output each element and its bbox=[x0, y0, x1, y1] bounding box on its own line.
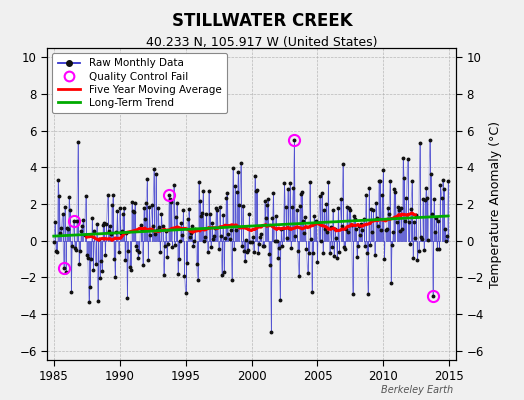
Y-axis label: Temperature Anomaly (°C): Temperature Anomaly (°C) bbox=[489, 120, 502, 288]
Legend: Raw Monthly Data, Quality Control Fail, Five Year Moving Average, Long-Term Tren: Raw Monthly Data, Quality Control Fail, … bbox=[52, 53, 227, 113]
Text: Berkeley Earth: Berkeley Earth bbox=[381, 385, 453, 395]
Text: STILLWATER CREEK: STILLWATER CREEK bbox=[172, 12, 352, 30]
Text: 40.233 N, 105.917 W (United States): 40.233 N, 105.917 W (United States) bbox=[146, 36, 378, 49]
